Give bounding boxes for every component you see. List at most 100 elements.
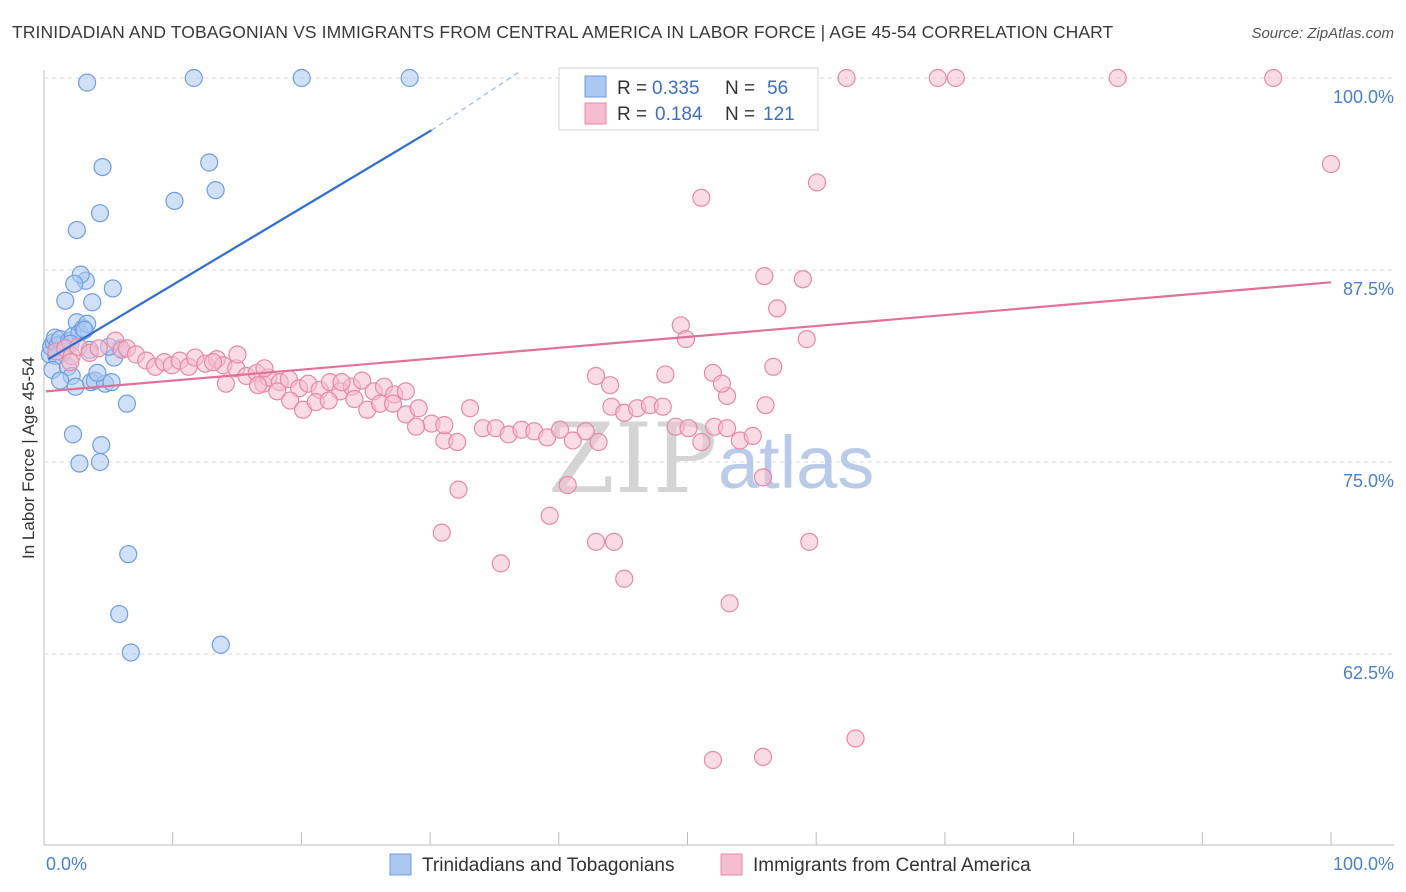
data-point — [768, 299, 787, 318]
y-tick-label: 62.5% — [1343, 663, 1394, 683]
data-point — [846, 729, 865, 748]
x-tick-label-max: 100.0% — [1333, 854, 1394, 874]
data-point — [51, 371, 70, 390]
data-point — [717, 419, 737, 438]
data-point — [90, 452, 110, 472]
data-point — [184, 68, 203, 88]
data-point — [117, 394, 137, 413]
data-point — [78, 73, 97, 92]
y-tick-labels: 62.5% 75.0% 87.5% 100.0% — [1333, 87, 1394, 683]
data-point — [460, 399, 480, 418]
y-tick-label: 100.0% — [1333, 87, 1394, 107]
data-point — [720, 594, 739, 613]
data-point — [292, 68, 311, 88]
data-point — [63, 425, 83, 444]
data-point — [88, 363, 107, 383]
data-point — [203, 353, 223, 372]
data-point — [1108, 68, 1127, 88]
bottom-legend-label-2: Immigrants from Central America — [753, 855, 1031, 876]
bottom-legend-label-1: Trinidadians and Tobagonians — [422, 855, 674, 876]
trendline-2 — [45, 281, 1332, 393]
data-point — [66, 377, 85, 396]
data-point — [121, 643, 140, 662]
trendlines — [45, 69, 1332, 393]
data-point — [692, 432, 711, 452]
data-point — [800, 532, 819, 551]
legend-n-value-2: 121 — [763, 104, 795, 125]
data-point — [712, 374, 732, 393]
trendline-1 — [48, 129, 433, 361]
data-point — [70, 454, 89, 473]
data-point — [216, 374, 235, 393]
data-point — [550, 420, 570, 439]
y-axis-label: In Labor Force | Age 45-54 — [19, 357, 38, 559]
series-2-points — [47, 68, 1341, 770]
data-point — [432, 523, 451, 542]
data-point — [1264, 68, 1283, 88]
data-point — [345, 389, 364, 409]
data-point — [807, 173, 827, 192]
legend-n-value-1: 56 — [767, 78, 788, 99]
data-point — [755, 267, 774, 286]
data-point — [448, 432, 467, 452]
data-point — [589, 432, 608, 452]
data-point — [409, 399, 428, 418]
data-point — [110, 604, 129, 624]
legend-swatch-pink — [584, 102, 607, 125]
data-point — [946, 68, 965, 88]
data-point — [165, 191, 184, 210]
data-point — [200, 153, 219, 172]
data-point — [211, 635, 230, 654]
legend-box: R = 0.335 N = 56 R = 0.184 N = 121 — [558, 67, 819, 131]
legend-n-label-1: N = — [725, 78, 755, 99]
gridlines — [44, 77, 1394, 655]
data-point — [1321, 154, 1341, 174]
data-point — [756, 396, 775, 415]
data-point — [103, 279, 122, 298]
data-point — [61, 353, 80, 372]
data-point — [228, 345, 247, 364]
data-point — [449, 480, 468, 499]
legend-n-label-2: N = — [725, 104, 755, 125]
y-tick-label: 75.0% — [1343, 471, 1394, 491]
bottom-legend-swatch-blue — [389, 853, 412, 876]
legend-r-value-2: 0.184 — [655, 104, 703, 125]
legend-r-label-1: R = — [617, 78, 647, 99]
data-point — [206, 181, 225, 200]
data-point — [396, 382, 415, 401]
data-point — [353, 371, 372, 390]
data-point — [248, 376, 268, 395]
data-point — [90, 204, 110, 223]
data-point — [268, 382, 287, 401]
data-point — [332, 373, 351, 392]
data-point — [676, 330, 696, 349]
data-point — [837, 68, 856, 88]
data-point — [743, 426, 762, 445]
data-point — [563, 431, 582, 450]
trendline-extension — [431, 69, 522, 131]
data-point — [928, 68, 947, 88]
data-point — [383, 394, 403, 413]
data-point — [797, 330, 816, 349]
data-point — [753, 747, 773, 767]
data-point — [679, 419, 698, 438]
data-point — [615, 569, 634, 588]
data-point — [540, 506, 559, 525]
legend-swatch-blue — [584, 75, 607, 98]
data-point — [56, 291, 75, 310]
data-point — [764, 357, 783, 376]
data-point — [601, 376, 620, 395]
data-point — [93, 157, 112, 177]
bottom-legend: Trinidadians and Tobagonians Immigrants … — [389, 853, 1031, 876]
x-ticks — [43, 832, 1332, 845]
data-point — [753, 468, 773, 487]
data-point — [692, 188, 711, 207]
y-tick-label: 87.5% — [1343, 279, 1394, 299]
data-point — [576, 422, 595, 441]
data-point — [653, 397, 672, 416]
data-point — [656, 365, 675, 384]
data-point — [83, 293, 102, 312]
data-point — [586, 532, 606, 551]
x-tick-label-min: 0.0% — [46, 854, 87, 874]
data-point — [491, 554, 510, 573]
